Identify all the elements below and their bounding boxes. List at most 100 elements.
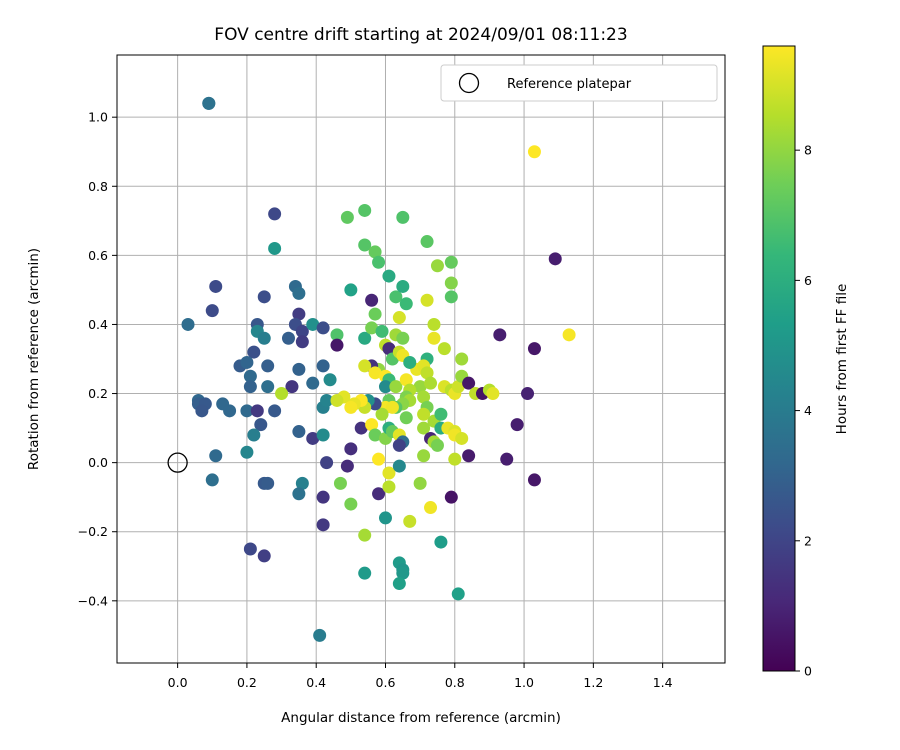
scatter-point xyxy=(385,400,399,414)
scatter-point xyxy=(396,566,410,580)
x-tick-label: 0.4 xyxy=(306,675,326,690)
scatter-point xyxy=(250,404,264,418)
y-axis-label: Rotation from reference (arcmin) xyxy=(26,248,42,470)
scatter-point xyxy=(527,342,541,356)
y-tick-label: 0.0 xyxy=(88,455,108,470)
scatter-point xyxy=(455,431,469,445)
scatter-point xyxy=(372,255,386,269)
scatter-point xyxy=(365,293,379,307)
scatter-point xyxy=(358,203,372,217)
data-points xyxy=(181,96,576,642)
scatter-point xyxy=(413,380,427,394)
x-tick-label: 1.0 xyxy=(514,675,534,690)
scatter-point xyxy=(451,380,465,394)
scatter-point xyxy=(295,335,309,349)
scatter-point xyxy=(281,331,295,345)
scatter-point xyxy=(427,331,441,345)
scatter-point xyxy=(399,297,413,311)
scatter-point xyxy=(375,407,389,421)
scatter-point xyxy=(292,286,306,300)
scatter-point xyxy=(205,473,219,487)
scatter-point xyxy=(417,407,431,421)
y-tick-label: 0.6 xyxy=(88,248,108,263)
colorbar-tick-label: 2 xyxy=(804,533,812,548)
x-axis-ticks: 0.0 0.2 0.4 0.6 0.8 1.0 1.2 1.4 xyxy=(168,663,673,690)
scatter-point xyxy=(344,400,358,414)
x-tick-label: 1.4 xyxy=(653,675,673,690)
scatter-point xyxy=(181,317,195,331)
scatter-point xyxy=(378,511,392,525)
scatter-point xyxy=(243,380,257,394)
scatter-point xyxy=(417,421,431,435)
scatter-point xyxy=(306,431,320,445)
scatter-point xyxy=(368,366,382,380)
scatter-point xyxy=(240,404,254,418)
scatter-point xyxy=(403,355,417,369)
scatter-point xyxy=(202,96,216,110)
colorbar-tick-label: 6 xyxy=(804,273,812,288)
y-tick-label: 0.8 xyxy=(88,179,108,194)
grid xyxy=(117,55,725,663)
scatter-point xyxy=(389,290,403,304)
scatter-point xyxy=(527,473,541,487)
y-axis-ticks: −0.4 −0.2 0.0 0.2 0.4 0.6 0.8 1.0 xyxy=(78,110,117,608)
scatter-point xyxy=(382,466,396,480)
scatter-point xyxy=(444,290,458,304)
scatter-point xyxy=(510,418,524,432)
x-axis-label: Angular distance from reference (arcmin) xyxy=(281,710,561,726)
scatter-point xyxy=(257,331,271,345)
scatter-point xyxy=(306,317,320,331)
scatter-point xyxy=(320,393,334,407)
y-tick-label: 0.2 xyxy=(88,386,108,401)
scatter-point xyxy=(209,279,223,293)
chart-title: FOV centre drift starting at 2024/09/01 … xyxy=(214,25,627,45)
scatter-point xyxy=(292,362,306,376)
x-tick-label: 0.8 xyxy=(445,675,465,690)
scatter-point xyxy=(455,352,469,366)
x-tick-label: 0.2 xyxy=(237,675,257,690)
scatter-point xyxy=(375,324,389,338)
scatter-point xyxy=(223,404,237,418)
scatter-point xyxy=(365,418,379,432)
scatter-point xyxy=(430,438,444,452)
scatter-point xyxy=(247,428,261,442)
scatter-point xyxy=(306,376,320,390)
scatter-point xyxy=(247,345,261,359)
scatter-point xyxy=(392,577,406,591)
x-tick-label: 0.0 xyxy=(168,675,188,690)
scatter-point xyxy=(344,442,358,456)
scatter-point xyxy=(413,476,427,490)
scatter-point xyxy=(333,476,347,490)
plot-frame xyxy=(116,54,726,664)
scatter-point xyxy=(330,393,344,407)
scatter-point xyxy=(462,376,476,390)
scatter-point xyxy=(209,449,223,463)
scatter-point xyxy=(417,390,431,404)
scatter-point xyxy=(396,279,410,293)
scatter-point xyxy=(330,338,344,352)
scatter-point xyxy=(285,380,299,394)
y-tick-label: 0.4 xyxy=(88,317,108,332)
scatter-point xyxy=(434,535,448,549)
colorbar-tick-label: 4 xyxy=(804,403,812,418)
scatter-point xyxy=(462,449,476,463)
scatter-point xyxy=(340,459,354,473)
scatter-point xyxy=(548,252,562,266)
scatter-point xyxy=(358,359,372,373)
legend-entry-reference: Reference platepar xyxy=(507,77,632,92)
scatter-point xyxy=(240,445,254,459)
scatter-point xyxy=(382,269,396,283)
scatter-point xyxy=(292,487,306,501)
scatter-point xyxy=(292,425,306,439)
scatter-point xyxy=(358,331,372,345)
scatter-point xyxy=(268,241,282,255)
scatter-point xyxy=(392,438,406,452)
legend: Reference platepar xyxy=(440,64,718,102)
scatter-point xyxy=(268,207,282,221)
scatter-point xyxy=(500,452,514,466)
scatter-point xyxy=(358,238,372,252)
scatter-point xyxy=(399,373,413,387)
scatter-point xyxy=(389,380,403,394)
scatter-point xyxy=(243,542,257,556)
scatter-point xyxy=(292,307,306,321)
